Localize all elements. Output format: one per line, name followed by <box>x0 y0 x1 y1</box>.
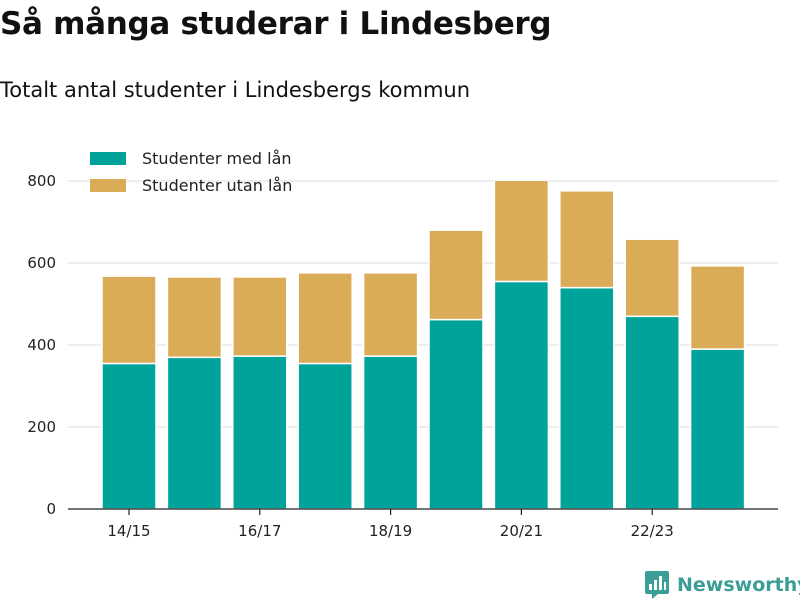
newsworthy-logo-icon <box>645 571 669 599</box>
bar-with-loan <box>493 280 550 510</box>
axes: 0 200 400 600 800 14/15 16/17 18/19 20/21 22/23 <box>27 172 778 540</box>
bar-without-loan <box>297 272 353 365</box>
bar-without-loan <box>166 276 223 359</box>
bar-without-loan <box>559 190 615 289</box>
bar-with-loan <box>624 315 680 510</box>
bar-without-loan <box>624 238 680 318</box>
bar-without-loan <box>689 265 746 350</box>
bar-with-loan <box>297 362 353 510</box>
bar-without-loan <box>493 179 550 283</box>
bar-without-loan <box>101 275 157 365</box>
bar-without-loan <box>232 276 288 357</box>
legend-label-with-loan: Studenter med lån <box>142 149 292 168</box>
y-tick-label: 800 <box>27 172 56 190</box>
bar-with-loan <box>101 362 157 510</box>
legend-swatch-with-loan <box>90 152 126 165</box>
x-tick-label: 20/21 <box>500 522 543 540</box>
brand-name: Newsworthy <box>677 574 800 596</box>
bar-without-loan <box>428 229 484 321</box>
x-tick-label: 22/23 <box>631 522 674 540</box>
legend-swatch-without-loan <box>90 179 126 192</box>
x-tick-label: 18/19 <box>369 522 412 540</box>
chart-subtitle: Totalt antal studenter i Lindesbergs kom… <box>0 78 471 102</box>
bar-with-loan <box>166 356 223 510</box>
bar-with-loan <box>362 355 419 510</box>
bar-with-loan <box>559 286 615 510</box>
bar-with-loan <box>689 348 746 510</box>
x-tick-label: 14/15 <box>107 522 150 540</box>
legend: Studenter med lån Studenter utan lån <box>90 149 292 195</box>
bar-with-loan <box>232 355 288 510</box>
bar-without-loan <box>362 272 419 357</box>
bar-with-loan <box>428 318 484 510</box>
y-tick-label: 200 <box>27 418 56 436</box>
chart-title: Så många studerar i Lindesberg <box>0 6 552 42</box>
y-tick-label: 600 <box>27 254 56 272</box>
x-tick-label: 16/17 <box>238 522 281 540</box>
legend-label-without-loan: Studenter utan lån <box>142 176 292 195</box>
y-tick-label: 400 <box>27 336 56 354</box>
brand-logo: Newsworthy <box>644 570 800 600</box>
y-tick-label: 0 <box>46 500 56 518</box>
